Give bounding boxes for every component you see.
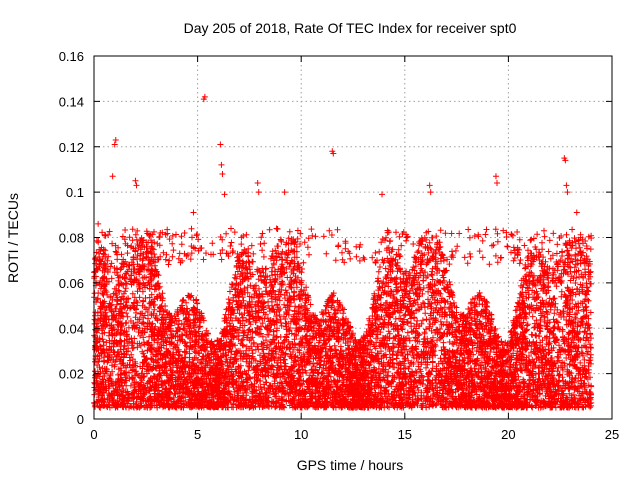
roti-outlier-point <box>218 161 225 168</box>
data-points <box>91 93 595 411</box>
y-tick-label: 0.02 <box>59 367 84 382</box>
roti-outlier-point <box>281 189 288 196</box>
roti-outlier-point <box>95 220 102 227</box>
y-tick-label: 0.12 <box>59 140 84 155</box>
roti-outlier-point <box>111 141 118 148</box>
roti-outlier-point <box>426 182 433 189</box>
roti-outlier-point <box>157 229 164 236</box>
roti-outlier-point <box>379 191 386 198</box>
roti-outlier-point <box>109 173 116 180</box>
y-tick-label: 0.06 <box>59 276 84 291</box>
chart-title: Day 205 of 2018, Rate Of TEC Index for r… <box>184 20 517 36</box>
roti-outlier-point <box>201 93 208 100</box>
roti-outlier-point <box>254 180 261 187</box>
roti-outlier-point <box>562 157 569 164</box>
roti-outlier-point <box>217 141 224 148</box>
roti-point-cloud <box>91 225 595 411</box>
x-axis-label: GPS time / hours <box>297 457 404 473</box>
x-tick-label: 0 <box>90 427 97 442</box>
y-tick-label: 0 <box>77 412 84 427</box>
roti-outlier-point <box>330 150 337 157</box>
roti-outlier-point <box>564 189 571 196</box>
y-tick-label: 0.1 <box>66 185 84 200</box>
y-axis: 0 0.02 0.04 0.06 0.08 0.1 0.12 0.14 0.16 <box>59 49 612 427</box>
roti-outlier-point <box>219 170 226 177</box>
roti-outlier-point <box>563 182 570 189</box>
y-axis-label: ROTI / TECUs <box>5 193 21 283</box>
y-tick-label: 0.14 <box>59 94 84 109</box>
roti-outlier-point <box>427 189 434 196</box>
x-tick-label: 10 <box>294 427 308 442</box>
roti-outlier-point <box>573 209 580 216</box>
roti-outlier-point <box>112 136 119 143</box>
roti-outlier-point <box>221 191 228 198</box>
y-tick-label: 0.04 <box>59 321 84 336</box>
y-tick-label: 0.08 <box>59 231 84 246</box>
y-tick-label: 0.16 <box>59 49 84 64</box>
x-tick-label: 5 <box>194 427 201 442</box>
roti-outlier-point <box>133 182 140 189</box>
roti-outlier-point <box>492 173 499 180</box>
x-axis: 0 5 10 15 20 25 <box>90 56 619 442</box>
roti-outlier-point <box>255 189 262 196</box>
x-tick-label: 25 <box>605 427 619 442</box>
roti-outlier-point <box>494 180 501 187</box>
x-tick-label: 15 <box>398 427 412 442</box>
roti-outlier-point <box>132 177 139 184</box>
x-tick-label: 20 <box>501 427 515 442</box>
roti-outlier-point <box>190 209 197 216</box>
